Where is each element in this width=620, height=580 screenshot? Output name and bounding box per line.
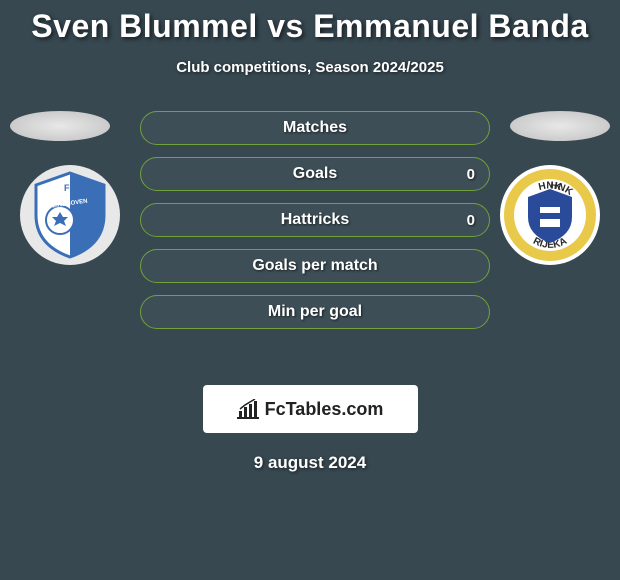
club-logo-right: HNK HNK RIJEKA [500,165,600,265]
stat-label: Hattricks [281,211,349,229]
branding-text: FcTables.com [265,399,384,420]
stat-label: Goals [293,165,337,183]
stat-row-hattricks: Hattricks 0 [140,203,490,237]
page-title: Sven Blummel vs Emmanuel Banda [0,0,620,45]
svg-text:FC: FC [64,183,76,193]
date-label: 9 august 2024 [0,453,620,473]
branding-badge[interactable]: FcTables.com [203,385,418,433]
player-silhouette-left [10,111,110,141]
stat-row-goals: Goals 0 [140,157,490,191]
stats-column: Matches Goals 0 Hattricks 0 Goals per ma… [140,111,490,341]
stat-row-goals-per-match: Goals per match [140,249,490,283]
subtitle: Club competitions, Season 2024/2025 [0,59,620,76]
stat-label: Goals per match [252,257,377,275]
comparison-area: FC EINDHOVEN HNK HNK RIJEKA [0,111,620,371]
stat-value-right: 0 [467,212,475,229]
chart-icon [237,399,259,419]
stat-row-min-per-goal: Min per goal [140,295,490,329]
stat-row-matches: Matches [140,111,490,145]
stat-label: Min per goal [268,303,362,321]
player-silhouette-right [510,111,610,141]
club-logo-left: FC EINDHOVEN [20,165,120,265]
stat-label: Matches [283,119,347,137]
stat-value-right: 0 [467,166,475,183]
